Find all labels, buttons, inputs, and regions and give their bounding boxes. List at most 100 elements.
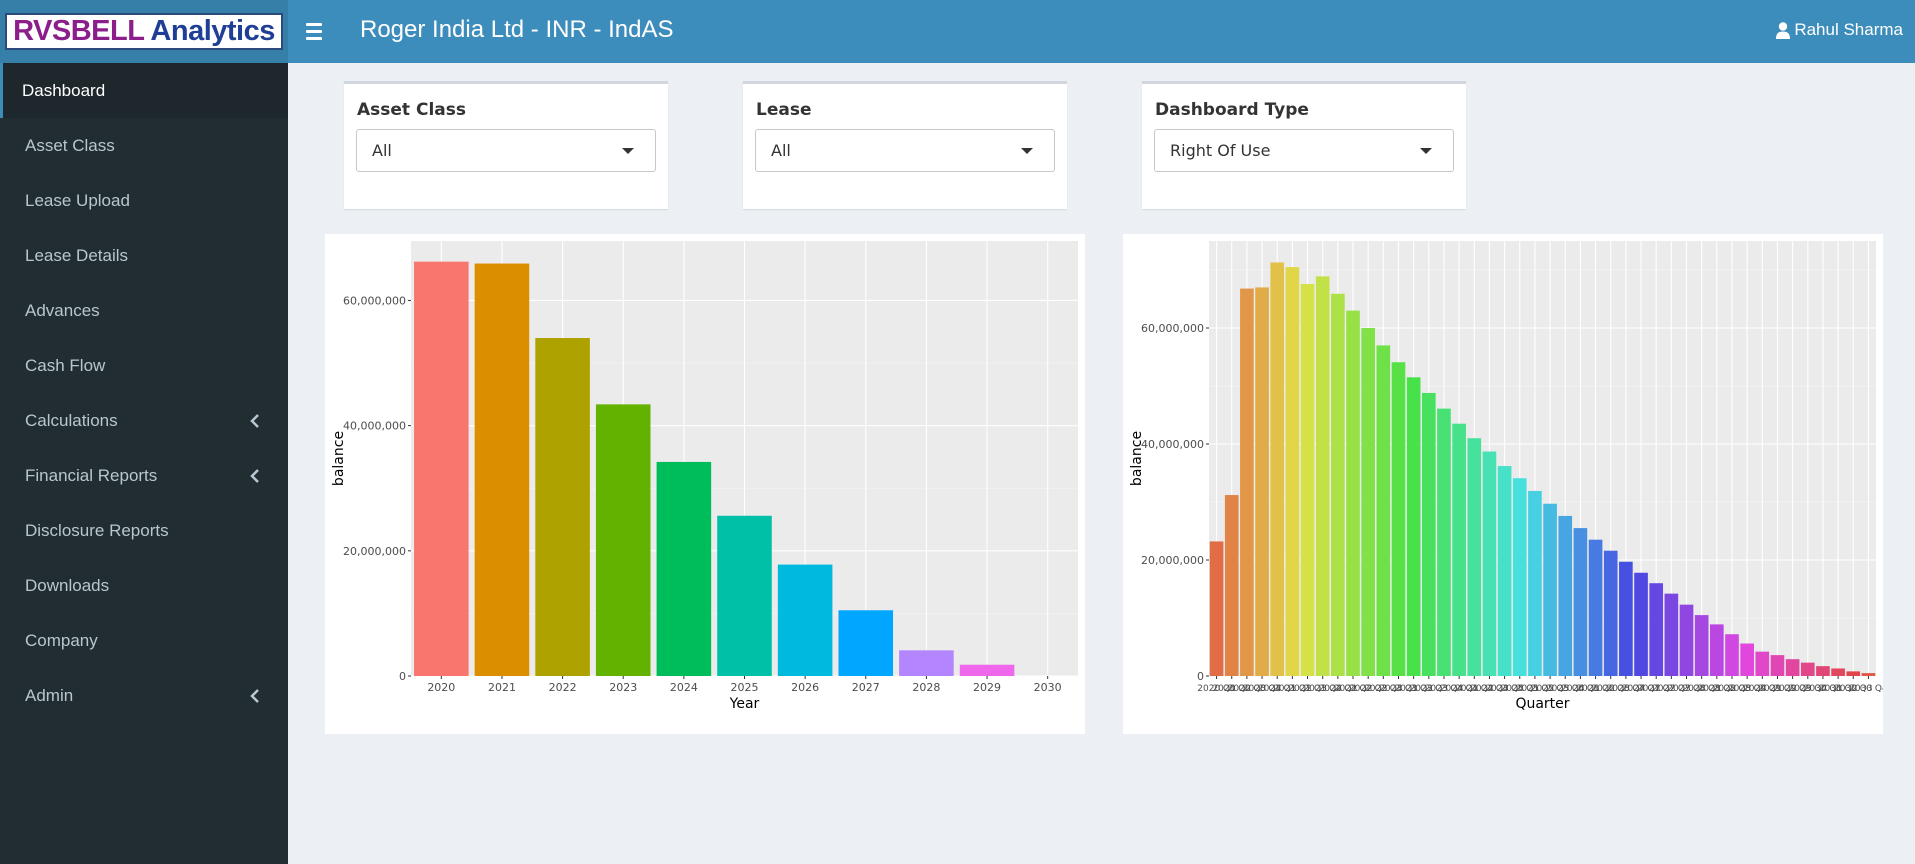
sidebar-item-lease-upload[interactable]: Lease Upload	[0, 173, 288, 228]
lease-select[interactable]: All	[755, 129, 1055, 172]
bar	[1452, 423, 1466, 676]
sidebar-item-label: Dashboard	[22, 80, 106, 100]
user-icon	[1776, 21, 1791, 39]
x-tick-label: 2022 Q4	[1364, 684, 1403, 694]
sidebar-item-label: Financial Reports	[25, 465, 158, 485]
bar	[717, 515, 772, 676]
x-tick-label: 2030 Q3	[1834, 684, 1873, 694]
bar	[1861, 673, 1876, 676]
bar	[1331, 293, 1345, 676]
bar	[1770, 655, 1785, 676]
sidebar-item-label: Admin	[25, 685, 74, 705]
top-navbar: Roger India Ltd - INR - IndAS Rahul Shar…	[288, 0, 1915, 63]
sidebar-item-advances[interactable]: Advances	[0, 283, 288, 338]
menu-toggle-icon[interactable]	[306, 16, 326, 46]
bar	[1209, 541, 1224, 676]
sidebar-item-downloads[interactable]: Downloads	[0, 558, 288, 613]
x-tick-label: 2027	[852, 681, 880, 694]
bar	[1725, 634, 1739, 676]
x-tick-label: 2027 Q1	[1622, 684, 1661, 694]
x-tick-label: 2020 Q2	[1212, 684, 1251, 694]
x-tick-label: 2025	[731, 681, 759, 694]
sidebar-item-asset-class[interactable]: Asset Class	[0, 118, 288, 173]
x-tick-label: 2027 Q2	[1637, 684, 1676, 694]
bar	[1573, 528, 1588, 676]
dashboard-type-value: Right Of Use	[1170, 141, 1271, 160]
x-tick-label: 2022 Q2	[1334, 684, 1373, 694]
x-tick-label: 2023 Q1	[1379, 684, 1418, 694]
sidebar-item-disclosure-reports[interactable]: Disclosure Reports	[0, 503, 288, 558]
bar	[656, 461, 712, 676]
sidebar-item-financial-reports[interactable]: Financial Reports	[0, 448, 288, 503]
caret-down-icon	[1021, 148, 1033, 154]
x-tick-label: 2026 Q2	[1576, 684, 1615, 694]
dashboard-type-filter-box: Dashboard Type Right Of Use	[1142, 81, 1466, 209]
sidebar-item-label: Downloads	[25, 575, 110, 595]
bar	[1421, 392, 1436, 676]
sidebar-item-label: Cash Flow	[25, 355, 106, 375]
x-axis-label: Quarter	[1515, 696, 1569, 712]
bar	[1831, 668, 1845, 676]
sidebar-item-label: Calculations	[25, 410, 118, 430]
asset-class-label: Asset Class	[357, 100, 466, 120]
x-tick-label: 2020	[427, 681, 455, 694]
bar	[1315, 276, 1330, 676]
bar	[1224, 495, 1239, 676]
bar	[535, 338, 590, 676]
y-tick-label: 60,000,000	[343, 294, 406, 307]
dashboard-type-select[interactable]: Right Of Use	[1154, 129, 1454, 172]
asset-class-select[interactable]: All	[356, 129, 656, 172]
bar	[474, 263, 530, 676]
bar	[1710, 624, 1724, 676]
bar	[1285, 267, 1300, 676]
x-tick-label: 2029	[973, 681, 1001, 694]
bar	[1497, 466, 1512, 676]
bar	[1361, 328, 1375, 676]
x-tick-label: 2026 Q1	[1561, 684, 1600, 694]
user-menu[interactable]: Rahul Sharma	[1776, 20, 1903, 40]
bar	[1634, 572, 1648, 676]
bar	[1437, 408, 1451, 676]
bar	[1528, 490, 1542, 676]
bar	[959, 664, 1015, 676]
asset-class-filter-box: Asset Class All	[344, 81, 668, 209]
yearly-balance-chart: 0 20,000,000 40,000,000 60,000,000 2020 2021 2…	[331, 241, 1078, 712]
x-axis-label: Year	[729, 696, 760, 712]
x-tick-label: 2020 Q4	[1243, 684, 1282, 694]
sidebar-item-cash-flow[interactable]: Cash Flow	[0, 338, 288, 393]
bar	[1406, 377, 1421, 676]
bar	[1376, 345, 1391, 676]
sidebar-item-calculations[interactable]: Calculations	[0, 393, 288, 448]
chevron-left-icon	[250, 688, 259, 703]
x-tick-label: 2020 Q3	[1228, 684, 1267, 694]
logo-area[interactable]: RVSBELL Analytics	[0, 0, 288, 63]
sidebar-item-company[interactable]: Company	[0, 613, 288, 668]
x-tick-label: 2024 Q3	[1470, 684, 1509, 694]
x-tick-label: 2027 Q3	[1652, 684, 1691, 694]
bar	[414, 261, 469, 676]
y-tick-label: 40,000,000	[1141, 438, 1204, 451]
sidebar-item-label: Asset Class	[25, 135, 115, 155]
bar	[1785, 659, 1800, 676]
page-title: Roger India Ltd - INR - IndAS	[360, 16, 674, 43]
x-tick-label: 2028 Q4	[1728, 684, 1767, 694]
sidebar-item-label: Advances	[25, 300, 100, 320]
y-tick-label: 20,000,000	[1141, 554, 1204, 567]
bar	[1346, 310, 1360, 676]
sidebar-item-admin[interactable]: Admin	[0, 668, 288, 723]
bar	[1800, 662, 1815, 676]
bar	[595, 404, 651, 676]
sidebar-item-dashboard[interactable]: Dashboard	[0, 63, 288, 118]
x-tick-label: 2025 Q2	[1516, 684, 1555, 694]
logo: RVSBELL Analytics	[5, 13, 283, 50]
x-tick-label: 2025 Q1	[1500, 684, 1539, 694]
x-tick-label: 2020 Q1	[1197, 684, 1236, 694]
x-tick-label: 2022 Q3	[1349, 684, 1388, 694]
caret-down-icon	[1420, 148, 1432, 154]
sidebar-item-lease-details[interactable]: Lease Details	[0, 228, 288, 283]
user-name: Rahul Sharma	[1794, 20, 1903, 39]
x-tick-label: 2023 Q2	[1394, 684, 1433, 694]
bar	[838, 610, 894, 676]
bar	[899, 650, 954, 676]
